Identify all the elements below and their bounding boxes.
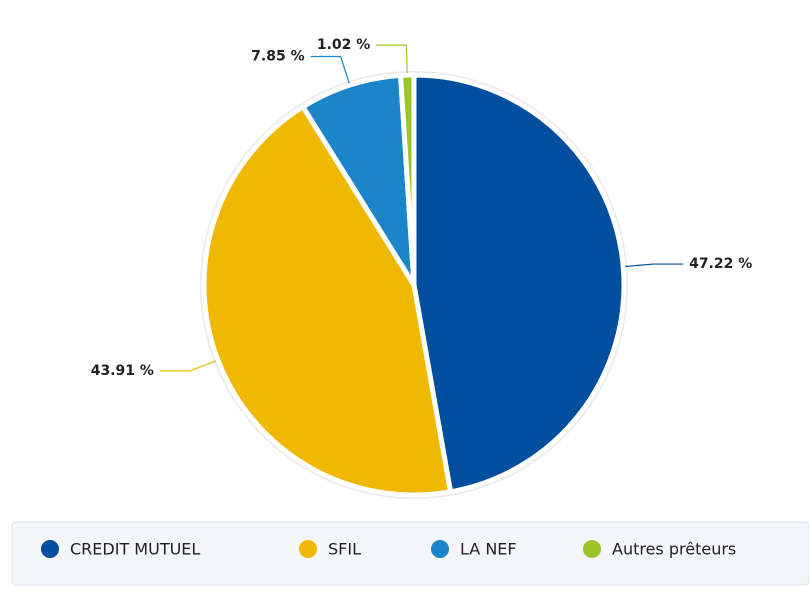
legend-swatch	[41, 540, 59, 558]
legend-label: SFIL	[328, 540, 361, 559]
legend-label: LA NEF	[460, 540, 517, 559]
data-label: 7.85 %	[251, 48, 304, 64]
data-label: 47.22 %	[689, 256, 752, 272]
legend-swatch	[583, 540, 601, 558]
pie-slice	[411, 72, 627, 495]
pie-slice	[201, 104, 453, 498]
data-label: 43.91 %	[91, 363, 154, 379]
legend-swatch	[431, 540, 449, 558]
leader-line	[625, 263, 684, 268]
leader-line	[310, 55, 350, 84]
legend-swatch	[299, 540, 317, 558]
legend-box	[11, 521, 809, 586]
leader-line	[159, 360, 217, 372]
legend-label: CREDIT MUTUEL	[70, 540, 200, 559]
pie-slice	[398, 72, 417, 288]
data-label: 1.02 %	[317, 37, 370, 53]
leader-line	[376, 44, 408, 74]
legend-label: Autres prêteurs	[612, 540, 736, 559]
